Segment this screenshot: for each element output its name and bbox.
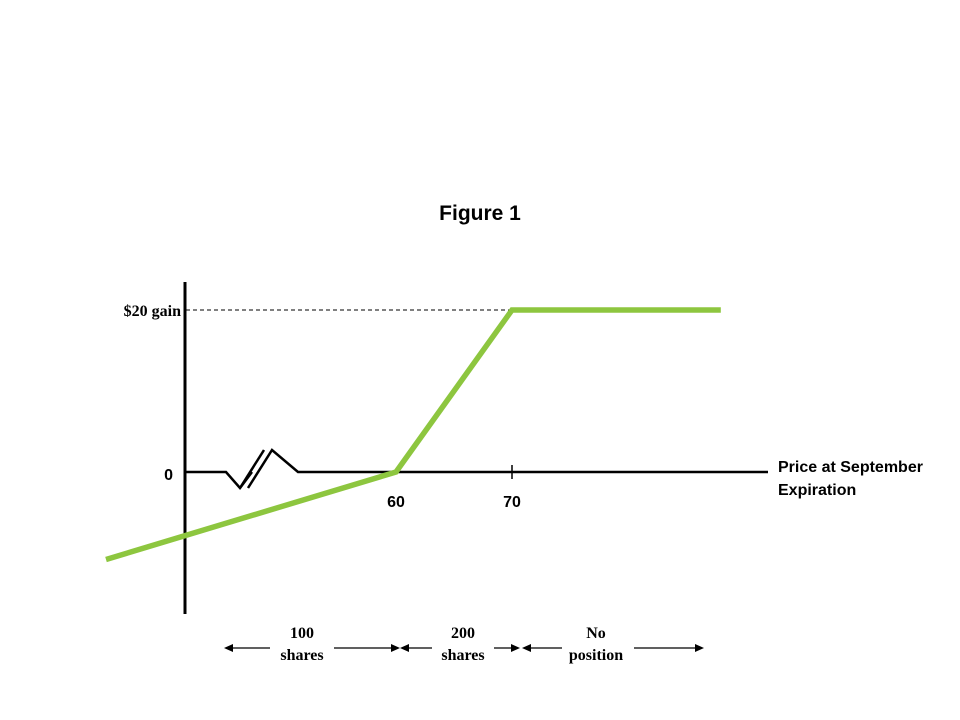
region-2-label-line1: 200 xyxy=(451,625,475,642)
region-2-arrowhead-left xyxy=(400,644,409,652)
region-2-arrowhead-right xyxy=(511,644,520,652)
payoff-series-line xyxy=(105,307,721,563)
region-1-label-line1: 100 xyxy=(290,625,314,642)
region-1-label-line2: shares xyxy=(280,647,323,664)
region-3-arrowhead-right xyxy=(695,644,704,652)
y-tick-20-gain: $20 gain xyxy=(124,303,181,320)
x-axis-main xyxy=(246,448,768,489)
x-axis-label-line2: Expiration xyxy=(778,482,856,499)
region-1-arrowhead-right xyxy=(391,644,400,652)
x-axis-break-mark xyxy=(238,449,266,489)
x-axis-label-line1: Price at September xyxy=(778,459,923,476)
region-3-arrowhead-left xyxy=(522,644,531,652)
x-tick-70: 70 xyxy=(503,494,521,511)
region-2-label-line2: shares xyxy=(441,647,484,664)
region-3-label-line2: position xyxy=(569,647,623,664)
region-1-arrowhead-left xyxy=(224,644,233,652)
y-tick-zero: 0 xyxy=(164,467,173,484)
chart-title: Figure 1 xyxy=(439,202,521,225)
region-3-label-line1: No xyxy=(586,625,606,642)
x-tick-60: 60 xyxy=(387,494,405,511)
